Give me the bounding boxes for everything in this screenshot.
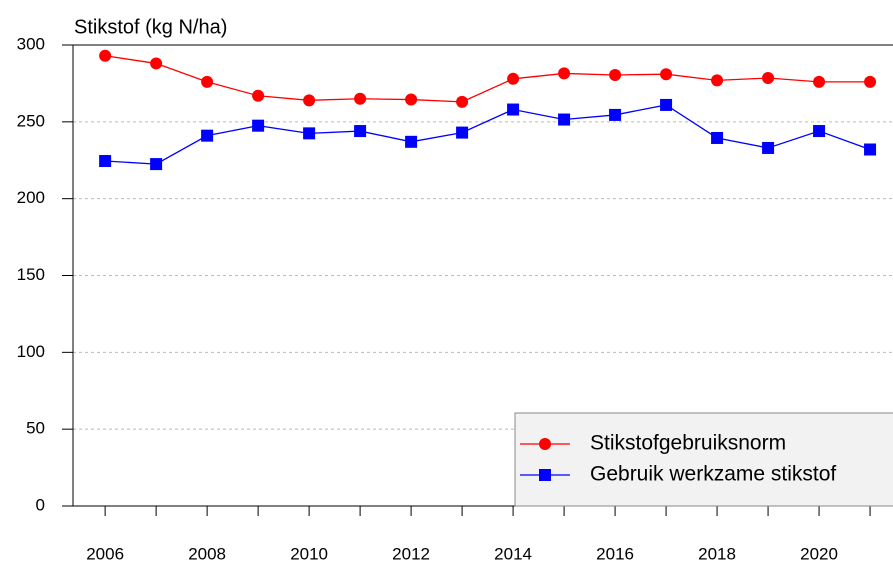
data-point	[99, 49, 112, 62]
data-point	[303, 127, 316, 140]
data-point	[201, 75, 214, 88]
data-point	[456, 95, 469, 108]
data-point	[813, 75, 826, 88]
legend-box	[514, 412, 893, 507]
y-tick-label: 150	[17, 265, 45, 284]
y-axis-title: Stikstof (kg N/ha)	[74, 16, 227, 38]
data-point	[558, 113, 571, 126]
y-tick-label: 0	[36, 495, 45, 514]
y-tick-label: 50	[26, 419, 45, 438]
data-point	[252, 119, 265, 132]
data-point	[150, 57, 163, 70]
data-point	[660, 98, 673, 111]
data-point	[813, 125, 826, 138]
x-tick-label: 2012	[392, 544, 430, 563]
data-point	[609, 108, 622, 121]
y-tick-label: 300	[17, 34, 45, 53]
data-point	[864, 143, 877, 156]
data-point	[507, 103, 520, 116]
data-point	[762, 141, 775, 154]
legend-label: Stikstofgebruiksnorm	[590, 432, 786, 455]
data-point	[609, 68, 622, 81]
legend-marker	[539, 438, 551, 450]
data-point	[354, 92, 367, 105]
x-tick-label: 2006	[86, 544, 124, 563]
y-tick-label: 100	[17, 342, 45, 361]
data-point	[456, 126, 469, 139]
data-point	[711, 131, 724, 144]
y-tick-label: 250	[17, 111, 45, 130]
data-point	[558, 67, 571, 80]
data-point	[660, 68, 673, 81]
x-tick-label: 2016	[596, 544, 634, 563]
data-point	[99, 155, 112, 168]
x-tick-label: 2018	[698, 544, 736, 563]
data-point	[405, 135, 418, 148]
x-tick-label: 2010	[290, 544, 328, 563]
data-point	[303, 94, 316, 107]
data-point	[864, 75, 877, 88]
y-tick-label: 200	[17, 188, 45, 207]
series-line	[105, 104, 871, 165]
x-tick-label: 2008	[188, 544, 226, 563]
x-tick-label: 2014	[494, 544, 532, 563]
x-tick-label: 2020	[800, 544, 838, 563]
data-point	[507, 72, 520, 85]
data-point	[711, 74, 724, 87]
data-point	[762, 72, 775, 85]
data-point	[150, 158, 163, 171]
data-point	[354, 125, 367, 138]
legend-marker	[539, 469, 551, 481]
series-line	[105, 55, 871, 103]
legend-label: Gebruik werkzame stikstof	[590, 463, 836, 486]
data-point	[405, 93, 418, 106]
data-point	[201, 129, 214, 142]
data-point	[252, 89, 265, 102]
